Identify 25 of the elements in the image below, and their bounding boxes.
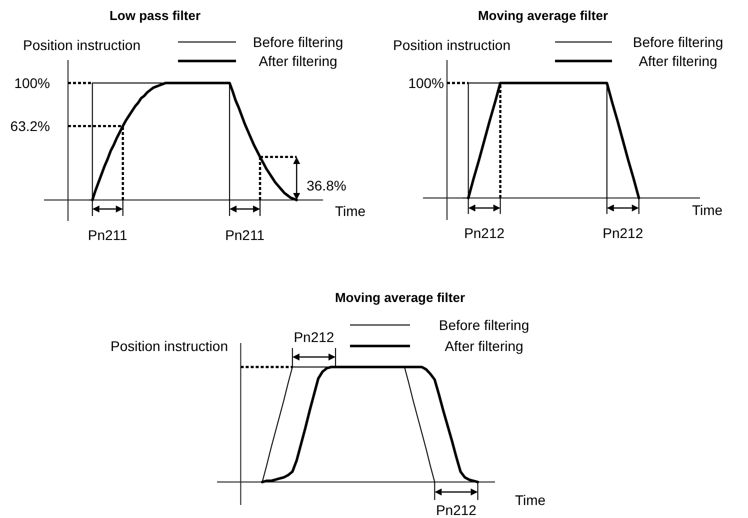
text: Pn212 bbox=[602, 225, 644, 241]
x-axis-title: Time bbox=[692, 202, 723, 218]
x-axis-title: Time bbox=[515, 492, 546, 508]
legend-label: After filtering bbox=[258, 53, 338, 69]
legend-label: Before filtering bbox=[632, 34, 724, 50]
y-axis-title: Position instruction bbox=[393, 37, 511, 53]
text: Pn211 bbox=[88, 227, 128, 243]
series-label: After filtering bbox=[444, 338, 524, 354]
annotation: 36.8% bbox=[306, 177, 346, 194]
y-axis-title: Position instruction bbox=[110, 338, 228, 354]
text: Pn211 bbox=[225, 227, 265, 243]
y-axis-title: Position instruction bbox=[23, 37, 141, 53]
x-axis-title: Time bbox=[335, 203, 366, 219]
ref-line-label: 100% bbox=[14, 75, 50, 91]
chart-title: Moving average filter bbox=[478, 8, 608, 23]
text: Pn212 bbox=[294, 329, 334, 345]
text: Pn212 bbox=[464, 225, 505, 241]
legend-label: Before filtering bbox=[438, 317, 530, 333]
ref-line-label: 63.2% bbox=[10, 118, 50, 134]
ref-line-label: 100% bbox=[408, 75, 444, 91]
chart-title: Moving average filter bbox=[334, 290, 466, 305]
legend-label: Before filtering bbox=[252, 34, 344, 50]
text: Pn212 bbox=[436, 502, 477, 518]
legend-label: After filtering bbox=[638, 53, 718, 69]
chart-title: Low pass filter bbox=[109, 8, 201, 23]
